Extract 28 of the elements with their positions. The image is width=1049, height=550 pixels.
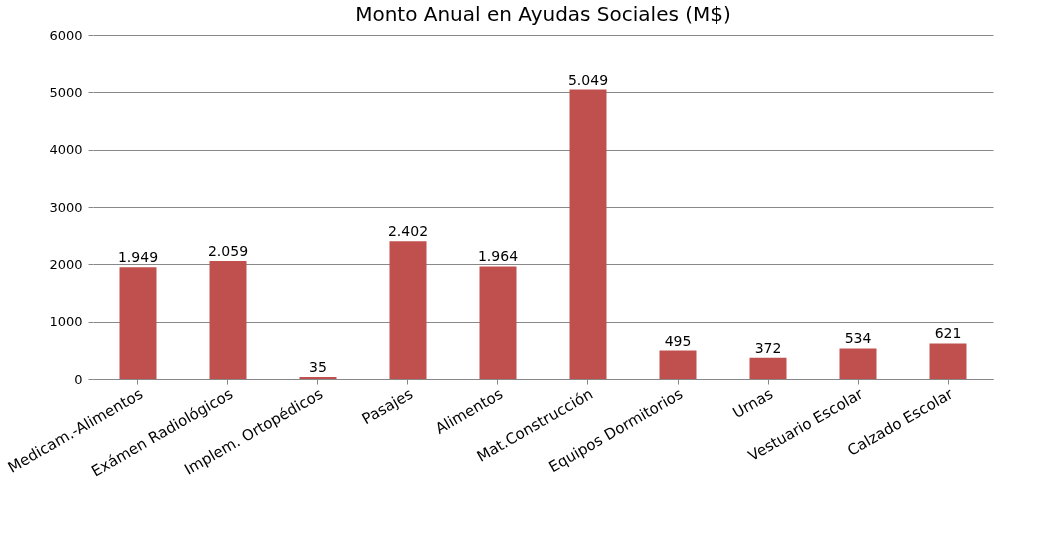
data-label: 534: [844, 330, 872, 347]
y-tick-label: 5000: [49, 84, 83, 100]
data-label: 2.402: [387, 223, 429, 240]
y-tick-label: 6000: [49, 27, 83, 43]
data-label: 1.964: [477, 248, 519, 265]
bar: [209, 260, 247, 379]
data-label: 35: [309, 358, 327, 375]
y-tick-label: 1000: [49, 314, 83, 330]
bar: [839, 348, 877, 379]
bar: [659, 350, 697, 379]
bar: [389, 241, 427, 379]
bar: [749, 357, 787, 379]
y-tick-label: 2000: [49, 256, 83, 272]
bar: [479, 266, 517, 379]
data-label: 5.049: [567, 71, 609, 88]
y-tick-label: 4000: [49, 142, 83, 158]
data-label: 2.059: [207, 242, 249, 259]
y-tick-label: 0: [74, 371, 83, 387]
bar: [299, 376, 337, 379]
data-label: 495: [664, 332, 692, 349]
y-tick-label: 3000: [49, 199, 83, 215]
bar: [119, 267, 157, 379]
data-label: 1.949: [117, 249, 159, 266]
data-label: 372: [754, 339, 782, 356]
chart-title: Monto Anual en Ayudas Sociales (M$): [355, 2, 731, 26]
bar: [569, 89, 607, 379]
bar: [929, 343, 967, 379]
data-label: 621: [934, 325, 962, 342]
